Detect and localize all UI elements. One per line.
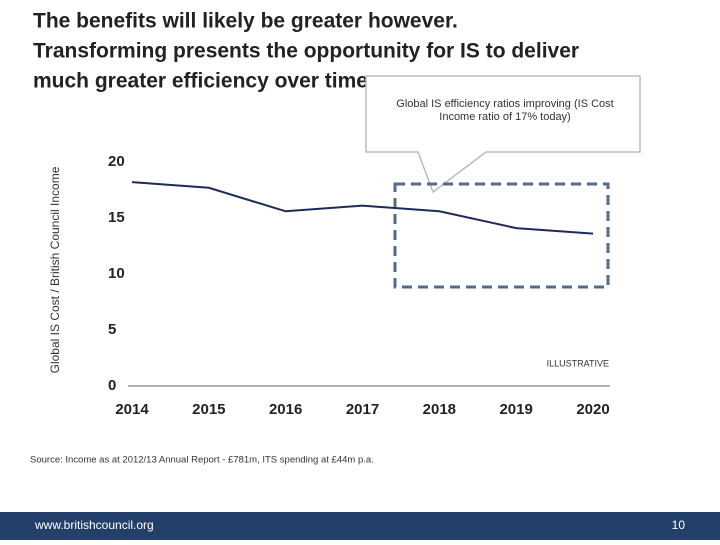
x-tick-label: 2017 (346, 401, 379, 418)
x-tick-label: 2016 (269, 401, 302, 418)
x-tick-label: 2020 (576, 401, 609, 418)
x-tick-label: 2019 (499, 401, 532, 418)
callout-text: Global IS efficiency ratios improving (I… (396, 98, 614, 123)
highlight-box (393, 182, 610, 289)
y-tick-label: 5 (108, 321, 116, 338)
y-tick-label: 0 (108, 377, 116, 394)
illustrative-tag: ILLUSTRATIVE (547, 358, 609, 368)
title-line: much greater efficiency over time. (33, 70, 374, 93)
y-tick-label: 15 (108, 209, 125, 226)
footer-bar (0, 512, 720, 540)
callout (365, 75, 641, 194)
x-tick-label: 2014 (115, 401, 149, 418)
source-note: Source: Income as at 2012/13 Annual Repo… (30, 455, 374, 466)
y-tick-label: 10 (108, 265, 125, 282)
title-line: Transforming presents the opportunity fo… (33, 40, 579, 63)
title-line: The benefits will likely be greater howe… (33, 10, 458, 33)
footer-url: www.britishcouncil.org (34, 518, 154, 532)
y-axis-label: Global IS Cost / British Council Income (48, 166, 62, 373)
page-number: 10 (672, 518, 686, 532)
y-tick-label: 20 (108, 153, 125, 170)
x-tick-label: 2018 (423, 401, 456, 418)
callout-box: Global IS efficiency ratios improving (I… (396, 98, 614, 123)
data-line (131, 181, 594, 235)
y-axis-label-text: Global IS Cost / British Council Income (48, 166, 62, 373)
x-tick-label: 2015 (192, 401, 225, 418)
